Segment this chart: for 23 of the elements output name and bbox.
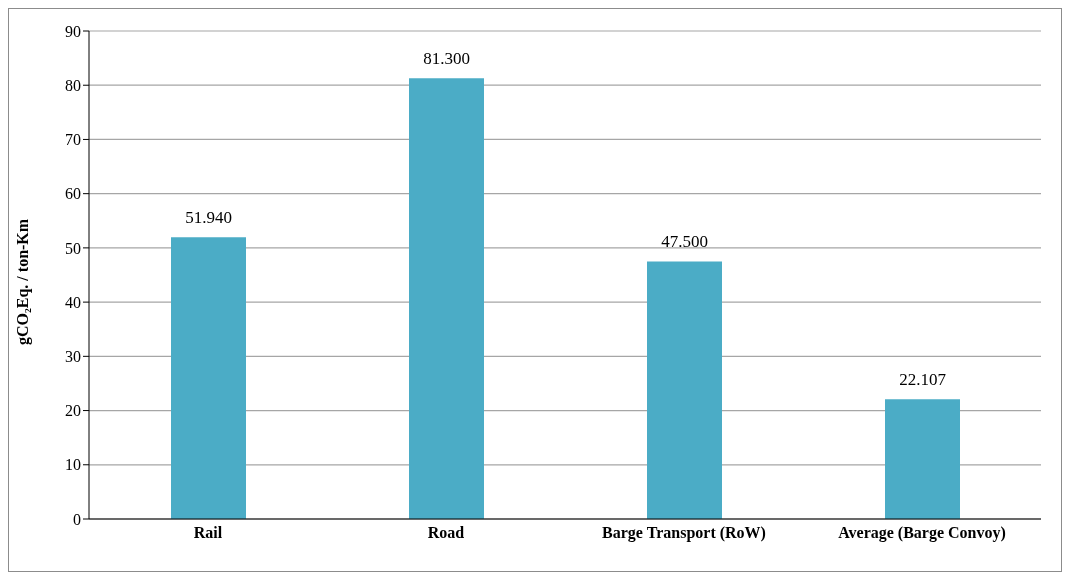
x-tick-label: Rail bbox=[193, 524, 223, 542]
y-tick-label: 50 bbox=[65, 239, 81, 257]
y-tick-label: 40 bbox=[65, 293, 81, 311]
bar bbox=[647, 261, 722, 519]
bar bbox=[409, 78, 484, 519]
x-tick-label: Barge Transport (RoW) bbox=[602, 524, 766, 543]
bar bbox=[171, 237, 246, 519]
y-tick-label: 60 bbox=[65, 185, 81, 203]
bar bbox=[885, 399, 960, 519]
y-tick-label: 30 bbox=[65, 348, 81, 366]
y-tick-label: 20 bbox=[65, 402, 81, 420]
data-label: 22.107 bbox=[899, 370, 947, 390]
y-tick-label: 70 bbox=[65, 131, 81, 149]
y-tick-label: 80 bbox=[65, 76, 81, 94]
y-axis-title: gCO₂Eq. / ton-Km bbox=[13, 218, 32, 345]
y-tick-label: 0 bbox=[73, 510, 81, 528]
x-tick-label: Average (Barge Convoy) bbox=[838, 524, 1006, 543]
data-label: 81.300 bbox=[423, 49, 470, 69]
x-tick-label: Road bbox=[427, 524, 465, 542]
data-label: 47.500 bbox=[661, 232, 708, 252]
data-label: 51.940 bbox=[185, 208, 232, 228]
y-tick-label: 10 bbox=[65, 456, 81, 474]
y-tick-label: 90 bbox=[65, 22, 81, 40]
